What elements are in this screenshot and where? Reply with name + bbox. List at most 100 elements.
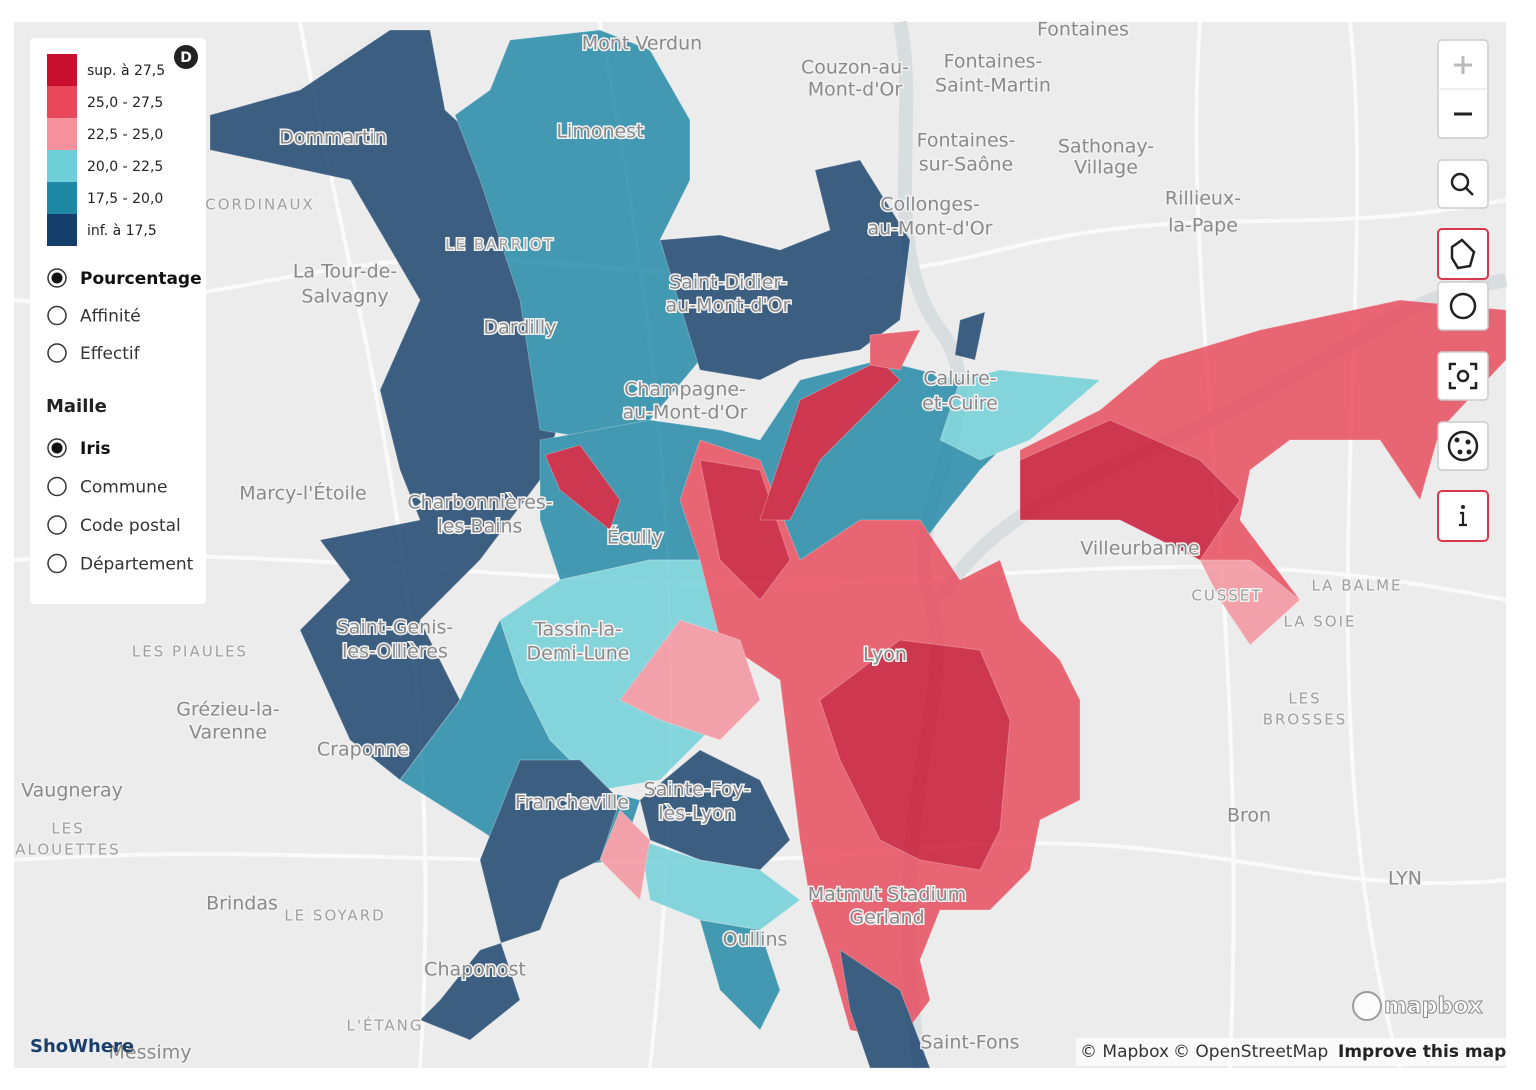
place-label: LE SOYARD: [284, 907, 385, 925]
cluster-icon: [1447, 430, 1479, 462]
place-label: Fontaines: [1037, 19, 1129, 41]
place-label: Dommartin: [279, 127, 387, 149]
zone: [659, 159, 911, 381]
zone: [639, 749, 791, 871]
option-label[interactable]: Département: [80, 555, 194, 575]
place-label: Village: [1074, 157, 1138, 179]
circle-button[interactable]: [1437, 281, 1489, 331]
legend-swatch: [47, 150, 77, 182]
zone: [1199, 559, 1301, 646]
focus-icon: [1456, 369, 1470, 383]
place-label: lès-Lyon: [658, 803, 735, 825]
circle-icon: [1449, 292, 1477, 320]
place-label: Champagne-: [624, 379, 746, 401]
option-label[interactable]: Iris: [80, 439, 111, 459]
info-icon: [1461, 505, 1465, 509]
radio[interactable]: [47, 305, 67, 326]
place-label: Lyon: [863, 644, 907, 666]
brand: ShoWhere: [30, 1036, 134, 1057]
zone: [954, 311, 986, 361]
option-label[interactable]: Commune: [80, 478, 167, 498]
zone: [699, 919, 781, 1031]
place-label: Matmut Stadium: [808, 884, 967, 906]
mapbox-logo: mapbox: [1384, 994, 1483, 1019]
place-label: Charbonnières-: [407, 492, 552, 514]
legend-swatch: [47, 182, 77, 214]
option-label[interactable]: Pourcentage: [80, 269, 202, 289]
choropleth: [209, 29, 1507, 1069]
zone: [419, 759, 621, 1041]
place-label: Bron: [1227, 805, 1271, 827]
place-label: La Tour-de-: [293, 261, 397, 283]
place-label: Couzon-au-: [801, 57, 909, 79]
place-label: LES PIAULES: [132, 643, 248, 661]
place-label: Sathonay-: [1058, 136, 1154, 158]
polygon-button[interactable]: [1437, 228, 1489, 280]
legend-label: 17,5 - 20,0: [87, 191, 163, 207]
mapbox-logo-icon: [1352, 991, 1382, 1021]
attribution-bg: [1076, 1038, 1506, 1066]
zone: [639, 839, 801, 931]
legend-label: inf. à 17,5: [87, 223, 157, 239]
place-label: Chaponost: [424, 959, 526, 981]
radio[interactable]: [47, 515, 67, 535]
search-icon: [1465, 187, 1474, 196]
attribution-osm[interactable]: © OpenStreetMap: [1173, 1042, 1328, 1062]
zone: [839, 948, 931, 1069]
attribution-mapbox[interactable]: © Mapbox: [1080, 1042, 1169, 1062]
place-label: Rillieux-: [1165, 188, 1241, 210]
place-label: Saint-Didier-: [669, 272, 787, 294]
place-label: les-Bains: [438, 516, 523, 538]
place-label: les-Ollières: [342, 641, 448, 663]
place-label: Collonges-: [880, 194, 980, 216]
place-label: Sainte-Foy-: [644, 779, 751, 801]
search-icon: [1450, 172, 1470, 192]
place-label: Messimy: [109, 1042, 192, 1064]
place-label: sur-Saône: [919, 154, 1013, 176]
place-label: LA SOIE: [1284, 613, 1357, 631]
zone: [819, 639, 1011, 871]
place-label: BROSSES: [1263, 711, 1348, 729]
map-controls: [1437, 39, 1489, 542]
place-label: Demi-Lune: [527, 643, 630, 665]
place-label: ALOUETTES: [15, 841, 120, 859]
place-label: Salvagny: [301, 286, 388, 308]
info-icon: [1459, 511, 1467, 527]
place-label: Francheville: [515, 792, 629, 814]
place-label: Craponne: [317, 739, 409, 761]
place-label: LYN: [1388, 868, 1422, 890]
legend-badge-bg: [174, 45, 198, 69]
zone: [1019, 419, 1241, 561]
attribution-improve[interactable]: Improve this map: [1338, 1042, 1506, 1062]
zone: [939, 369, 1102, 461]
focus-button[interactable]: [1437, 351, 1489, 401]
place-label: L'ÉTANG: [346, 1016, 423, 1035]
polygon-icon: [1450, 238, 1476, 270]
search-button[interactable]: [1437, 159, 1489, 209]
option-label[interactable]: Effectif: [80, 344, 141, 364]
radio[interactable]: [47, 476, 67, 497]
place-label: Tassin-la-: [533, 619, 622, 641]
radio[interactable]: [47, 343, 67, 363]
place-label: Fontaines-: [917, 130, 1016, 152]
place-label: au-Mont-d'Or: [666, 295, 791, 317]
option-label[interactable]: Affinité: [80, 307, 141, 327]
legend-swatch: [47, 86, 77, 118]
option-label[interactable]: Code postal: [80, 516, 181, 536]
cluster-dots: [1454, 437, 1472, 455]
legend-swatch: [47, 54, 77, 86]
cluster-button[interactable]: [1437, 421, 1489, 471]
place-label: Limonest: [556, 121, 643, 143]
radio-dot: [51, 442, 63, 454]
place-label: LES: [51, 820, 84, 838]
zoom-in[interactable]: [1454, 56, 1472, 74]
legend-swatch: [47, 214, 77, 246]
place-label: Vaugneray: [21, 780, 123, 802]
place-label: Gerland: [849, 907, 924, 929]
options: Pourcentage Affinité Effectif Iris Commune Co…: [47, 268, 202, 575]
zone: [869, 329, 921, 371]
radio[interactable]: [47, 553, 67, 574]
zone: [619, 619, 761, 741]
place-label: LA BALME: [1311, 577, 1402, 595]
